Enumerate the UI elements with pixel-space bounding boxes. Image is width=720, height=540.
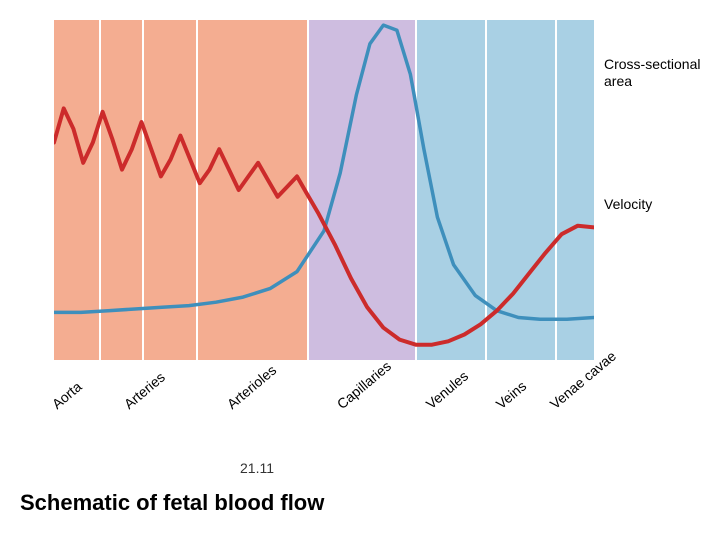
velocity-label: Velocity (604, 196, 652, 213)
x-axis-label: Arteries (120, 369, 167, 412)
x-axis-label: Venules (423, 368, 471, 412)
chart-plot-area (54, 20, 594, 360)
chart-lines (54, 20, 594, 360)
cross-sectional-area-label: Cross-sectionalarea (604, 56, 700, 90)
x-axis-label: Veins (493, 378, 530, 412)
page-title: Schematic of fetal blood flow (20, 490, 324, 516)
figure-number: 21.11 (240, 460, 274, 476)
x-axis-label: Arterioles (224, 362, 280, 412)
page: { "chart": { "type": "line", "plot": { "… (0, 0, 720, 540)
x-axis-label: Aorta (49, 378, 85, 412)
x-axis-label: Capillaries (334, 358, 394, 412)
cross-sectional-area-line (54, 25, 594, 319)
